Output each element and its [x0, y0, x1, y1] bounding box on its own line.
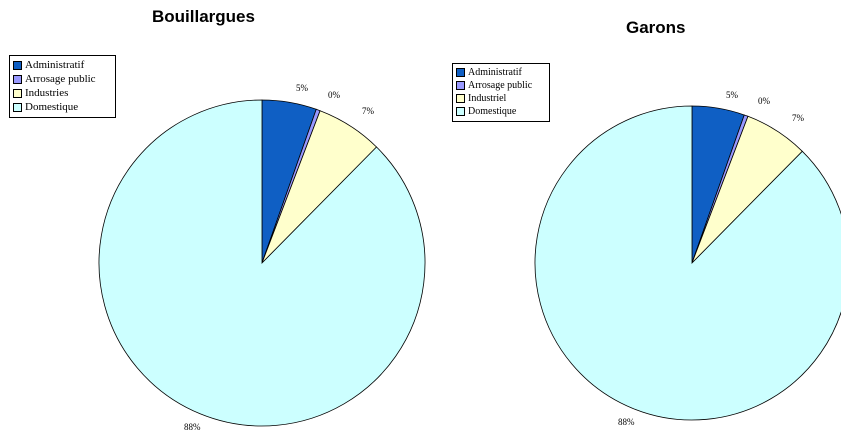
legend-label: Industries [25, 87, 69, 99]
legend-swatch [456, 94, 465, 103]
legend-item-domestique: Domestique [13, 100, 111, 114]
legend-item-industries: Industries [13, 86, 111, 100]
legend-item-arrosage-public: Arrosage public [13, 72, 111, 86]
legend-label: Arrosage public [25, 73, 96, 85]
legend-item-administratif: Administratif [13, 58, 111, 72]
legend-swatch [13, 88, 22, 98]
legend-swatch [13, 60, 22, 70]
data-label: 0% [328, 90, 341, 100]
legend-label: Administratif [468, 67, 522, 78]
legend: Administratif Arrosage public Industriel… [452, 63, 550, 122]
legend-label: Industriel [468, 93, 507, 104]
pie-chart: 5% 0% 7% 88% [534, 90, 841, 427]
data-label: 88% [184, 422, 201, 432]
data-label: 5% [726, 90, 739, 100]
data-label: 7% [792, 113, 805, 123]
data-label: 7% [362, 106, 375, 116]
pie-slice-domestique [98, 99, 426, 427]
data-label: 0% [758, 96, 771, 106]
pie-chart: 5% 0% 7% 88% [98, 83, 426, 432]
legend-swatch [456, 81, 465, 90]
data-label: 88% [618, 417, 635, 427]
legend-label: Arrosage public [468, 80, 533, 91]
legend-label: Domestique [25, 101, 79, 113]
legend-swatch [456, 107, 465, 116]
pie-slice-domestique [534, 105, 841, 421]
legend-swatch [13, 102, 22, 112]
legend-item-arrosage-public: Arrosage public [456, 79, 545, 92]
chart-title: Garons [626, 18, 686, 37]
legend-swatch [456, 68, 465, 77]
data-label: 5% [296, 83, 309, 93]
legend-swatch [13, 74, 22, 84]
legend-label: Domestique [468, 106, 517, 117]
legend-label: Administratif [25, 59, 85, 71]
chart-garons: Garons Administratif Arrosage public Ind… [430, 0, 841, 433]
chart-title: Bouillargues [152, 7, 255, 26]
legend-item-domestique: Domestique [456, 105, 545, 118]
legend-item-industriel: Industriel [456, 92, 545, 105]
chart-bouillargues: Bouillargues Administratif Arrosage publ… [9, 7, 426, 432]
legend-item-administratif: Administratif [456, 66, 545, 79]
legend: Administratif Arrosage public Industries… [9, 55, 116, 118]
